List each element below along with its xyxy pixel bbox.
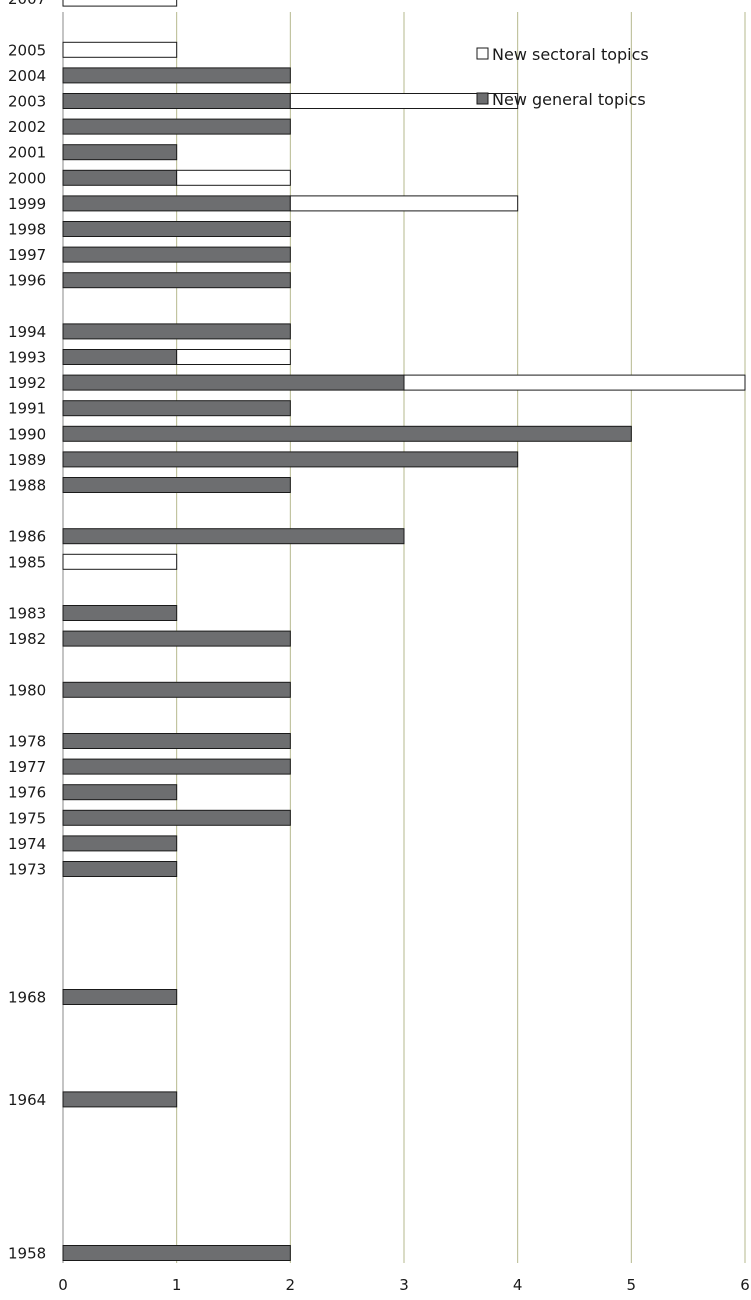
bar-sectoral — [62, 553, 178, 570]
x-tick-label: 3 — [399, 1276, 409, 1294]
bar-general — [62, 477, 291, 493]
bar-general — [62, 374, 405, 391]
bar-sectoral — [62, 0, 178, 7]
bar-general — [62, 246, 291, 263]
bar-sectoral — [289, 195, 519, 212]
x-tick-label: 6 — [740, 1276, 750, 1294]
bar-general — [62, 349, 178, 365]
bar-general — [62, 835, 178, 852]
y-tick-label: 1989 — [8, 451, 46, 469]
y-tick-label: 1977 — [8, 758, 46, 776]
bar-sectoral — [176, 169, 291, 186]
y-tick-label: 1980 — [8, 681, 46, 699]
y-tick-label: 1991 — [8, 400, 46, 418]
bar-general — [62, 400, 291, 417]
y-tick-label: 2001 — [8, 144, 46, 162]
y-tick-label: 1990 — [8, 425, 46, 443]
y-tick-label: 1998 — [8, 221, 46, 239]
y-tick-label: 1958 — [8, 1245, 46, 1263]
legend-swatch-sectoral — [476, 47, 489, 60]
bars — [62, 0, 746, 1261]
y-tick-label: 1988 — [8, 477, 46, 495]
bar-sectoral — [176, 349, 291, 365]
y-tick-label: 1996 — [8, 272, 46, 290]
bar-general — [62, 681, 291, 698]
y-tick-label: 1986 — [8, 528, 46, 546]
y-tick-label: 1985 — [8, 553, 46, 571]
bar-general — [62, 425, 632, 442]
y-tick-label: 1968 — [8, 989, 46, 1007]
y-tick-label: 1992 — [8, 374, 46, 392]
bar-general — [62, 169, 178, 186]
y-tick-label: 2000 — [8, 169, 46, 187]
y-tick-label: 1974 — [8, 835, 46, 853]
bar-general — [62, 93, 291, 109]
bar-general — [62, 989, 178, 1005]
bar-general — [62, 809, 291, 826]
y-tick-label: 1982 — [8, 630, 46, 648]
y-tick-label: 2002 — [8, 118, 46, 136]
bar-general — [62, 221, 291, 237]
y-tick-label: 1975 — [8, 809, 46, 827]
y-tick-label: 1993 — [8, 349, 46, 367]
y-tick-labels: 1958 1964 1968 1973 1974 1975 1976 1977 1978 1980… — [8, 0, 46, 1263]
x-tick-labels: 0 1 2 3 4 5 6 — [58, 1276, 750, 1294]
legend: New sectoral topics New general topics — [476, 45, 649, 109]
bar-sectoral — [62, 41, 178, 58]
y-tick-label: 2003 — [8, 93, 46, 111]
bar-general — [62, 1245, 291, 1261]
bar-general — [62, 784, 178, 801]
bar-sectoral — [289, 93, 519, 109]
y-tick-label: 1964 — [8, 1091, 46, 1109]
bar-general — [62, 118, 291, 135]
bar-general — [62, 67, 291, 84]
x-tick-label: 0 — [58, 1276, 68, 1294]
legend-swatch-general — [476, 92, 489, 105]
y-tick-label: 1973 — [8, 861, 46, 879]
bar-general — [62, 195, 291, 212]
legend-label-sectoral: New sectoral topics — [492, 45, 649, 64]
legend-label-general: New general topics — [492, 90, 646, 109]
bar-general — [62, 1091, 178, 1108]
bar-general — [62, 144, 178, 161]
y-tick-label: 1978 — [8, 733, 46, 751]
bar-general — [62, 528, 405, 545]
y-tick-label: 1976 — [8, 784, 46, 802]
bar-general — [62, 758, 291, 775]
y-tick-label: 1994 — [8, 323, 46, 341]
y-tick-label: 2004 — [8, 67, 46, 85]
x-tick-label: 1 — [172, 1276, 182, 1294]
bar-general — [62, 605, 178, 621]
x-tick-label: 5 — [627, 1276, 637, 1294]
bar-general — [62, 630, 291, 647]
y-tick-label: 1983 — [8, 605, 46, 623]
bar-general — [62, 272, 291, 289]
y-tick-label: 1997 — [8, 246, 46, 264]
bar-general — [62, 451, 519, 468]
bar-sectoral — [403, 374, 746, 391]
bar-general — [62, 323, 291, 340]
bar-general — [62, 733, 291, 749]
y-tick-label: 2007 — [8, 0, 46, 8]
y-tick-label: 2005 — [8, 41, 46, 59]
y-tick-label: 1999 — [8, 195, 46, 213]
bar-general — [62, 861, 178, 877]
x-tick-label: 2 — [286, 1276, 296, 1294]
x-tick-label: 4 — [513, 1276, 523, 1294]
